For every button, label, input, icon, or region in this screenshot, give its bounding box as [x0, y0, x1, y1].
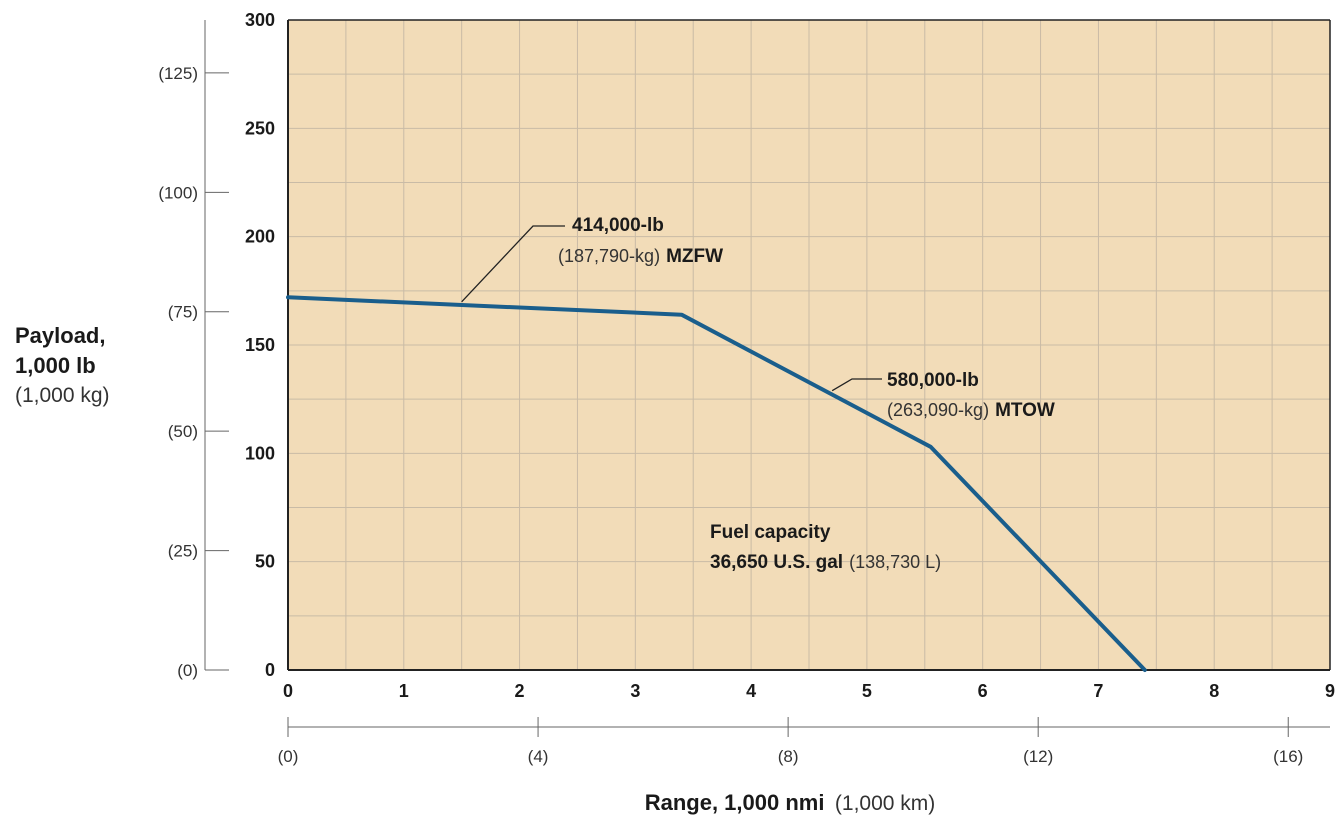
mtow-kg: (263,090-kg): [887, 400, 989, 420]
x-tick-label: 2: [515, 681, 525, 701]
y-secondary-tick-label: (125): [158, 64, 198, 83]
series-line: [286, 295, 1147, 672]
x-secondary-tick-label: (4): [528, 747, 549, 766]
mzfw-abbr: MZFW: [666, 246, 723, 267]
x-secondary-axis: (0) (4) (8) (12) (16): [278, 717, 1330, 766]
y-secondary-axis: (0) (25) (50) (75) (100) (125): [158, 20, 229, 680]
y-axis-title-line3: (1,000 kg): [15, 384, 110, 407]
mzfw-kg: (187,790-kg): [558, 246, 660, 266]
annotations: 414,000-lb (187,790-kg) MZFW 580,000-lb (263…: [461, 215, 1055, 573]
series-layer: [286, 295, 1147, 672]
x-secondary-tick-label: (12): [1023, 747, 1053, 766]
y-tick-labels: 0 50 100 150 200 250 300: [245, 10, 275, 680]
y-tick-label: 250: [245, 118, 275, 138]
x-secondary-tick-label: (16): [1273, 747, 1303, 766]
x-tick-label: 7: [1093, 681, 1103, 701]
x-tick-label: 0: [283, 681, 293, 701]
mtow-abbr: MTOW: [995, 400, 1055, 421]
y-tick-label: 50: [255, 552, 275, 572]
mtow-leader-line: [831, 378, 882, 392]
fuel-capacity-value: 36,650 U.S. gal (138,730 L): [710, 552, 941, 573]
grid-lines: [288, 20, 1330, 670]
x-secondary-tick-label: (0): [278, 747, 299, 766]
x-tick-label: 4: [746, 681, 756, 701]
fuel-capacity-gal: 36,650 U.S. gal: [710, 552, 843, 573]
mzfw-leader-line: [461, 225, 565, 303]
mtow-label-line1: 580,000-lb: [887, 370, 979, 391]
y-axis-title-line1: Payload,: [15, 323, 105, 348]
x-secondary-tick-label: (8): [778, 747, 799, 766]
y-tick-label: 200: [245, 227, 275, 247]
x-axis-title-secondary: (1,000 km): [835, 792, 935, 815]
y-secondary-tick-label: (100): [158, 183, 198, 202]
x-tick-label: 6: [978, 681, 988, 701]
mzfw-label-line1: 414,000-lb: [572, 215, 664, 236]
y-secondary-tick-label: (75): [168, 303, 198, 322]
x-tick-label: 8: [1209, 681, 1219, 701]
y-secondary-tick-label: (25): [168, 542, 198, 561]
x-axis-title: Range, 1,000 nmi (1,000 km): [645, 790, 936, 815]
x-tick-label: 5: [862, 681, 872, 701]
x-tick-label: 3: [630, 681, 640, 701]
y-secondary-tick-label: (50): [168, 422, 198, 441]
mzfw-label-line2: (187,790-kg) MZFW: [558, 246, 723, 267]
y-tick-label: 0: [265, 660, 275, 680]
fuel-capacity-liters: (138,730 L): [849, 552, 941, 572]
y-secondary-tick-label: (0): [177, 661, 198, 680]
y-axis-title-line2: 1,000 lb: [15, 353, 96, 378]
x-tick-label: 1: [399, 681, 409, 701]
mtow-label-line2: (263,090-kg) MTOW: [887, 400, 1055, 421]
x-tick-labels: 0 1 2 3 4 5 6 7 8 9: [283, 681, 1335, 701]
y-tick-label: 100: [245, 443, 275, 463]
y-tick-label: 150: [245, 335, 275, 355]
y-tick-label: 300: [245, 10, 275, 30]
x-axis-title-main: Range, 1,000 nmi: [645, 790, 825, 815]
x-tick-label: 9: [1325, 681, 1335, 701]
axes: [287, 19, 1331, 671]
fuel-capacity-label: Fuel capacity: [710, 522, 831, 543]
